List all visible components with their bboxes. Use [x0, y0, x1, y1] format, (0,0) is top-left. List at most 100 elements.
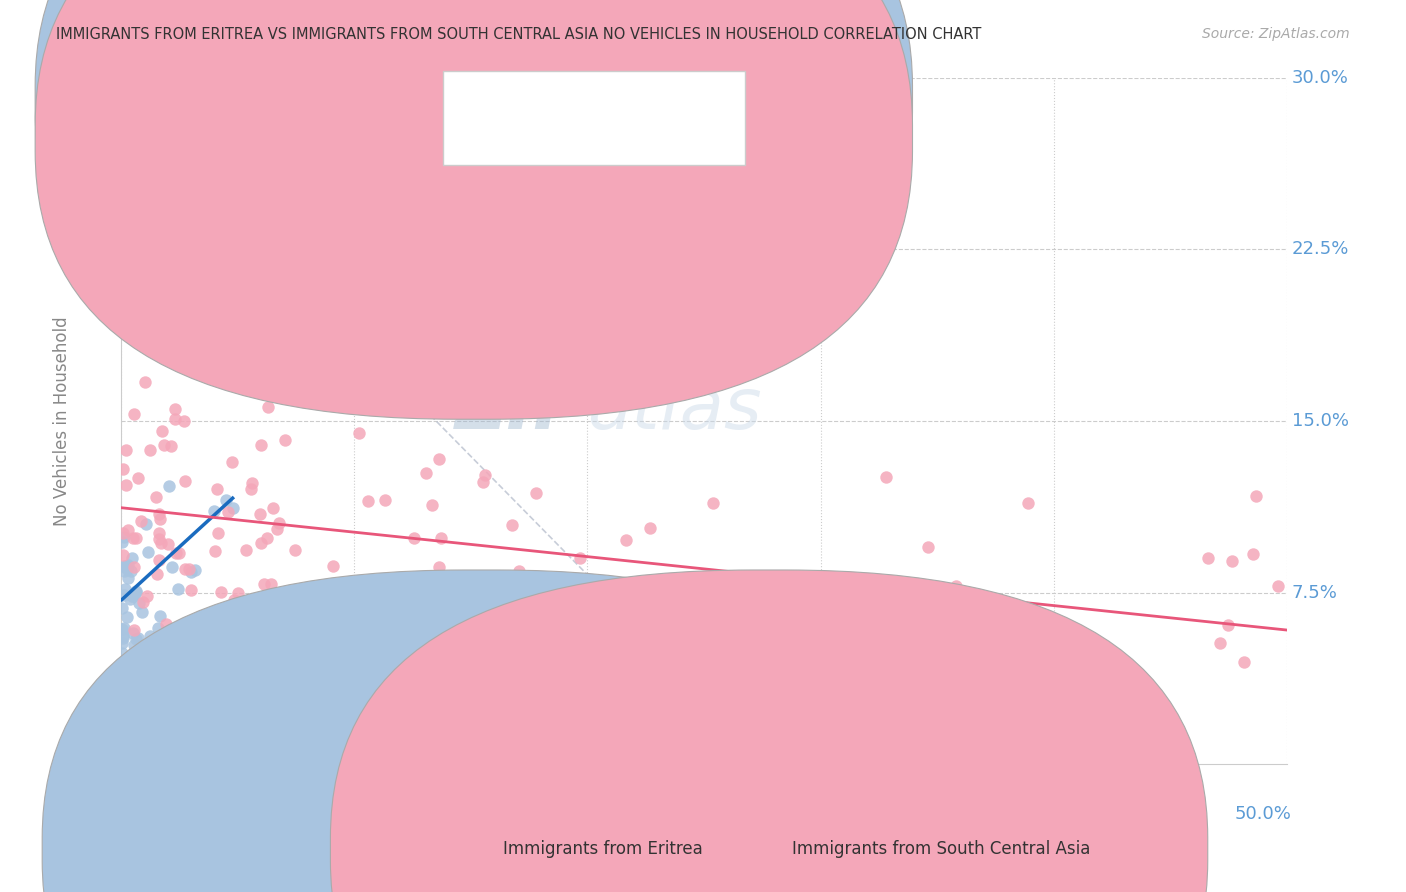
Point: [209, 585, 232, 599]
Text: 7.5%: 7.5%: [1292, 583, 1337, 601]
Point: [420, 498, 443, 512]
Point: [148, 553, 170, 567]
Point: [742, 624, 765, 639]
Point: [1233, 655, 1256, 669]
Point: [170, 675, 193, 690]
Point: [112, 564, 135, 578]
Point: [165, 402, 187, 417]
Point: [117, 571, 139, 585]
Point: [240, 476, 263, 491]
FancyBboxPatch shape: [35, 0, 912, 380]
Point: [214, 493, 236, 508]
Point: [111, 646, 134, 660]
Point: [569, 551, 592, 566]
Point: [159, 439, 181, 453]
Point: [524, 485, 547, 500]
Point: [250, 536, 273, 550]
Point: [1241, 547, 1264, 561]
Text: 133: 133: [654, 129, 692, 147]
Point: [124, 584, 146, 599]
Point: [167, 277, 190, 291]
Point: [114, 582, 136, 596]
Point: [115, 477, 138, 491]
Point: [124, 531, 146, 545]
Point: [124, 585, 146, 599]
Point: [115, 443, 138, 458]
Point: [1197, 551, 1219, 566]
Point: [155, 616, 177, 631]
Point: [115, 562, 138, 576]
Point: [148, 532, 170, 546]
Point: [1139, 735, 1161, 749]
Point: [139, 629, 162, 643]
Point: [266, 521, 288, 535]
Point: [127, 470, 149, 484]
FancyBboxPatch shape: [42, 570, 920, 892]
Point: [1244, 489, 1267, 503]
Point: [122, 623, 145, 637]
Point: [430, 531, 453, 545]
Point: [811, 710, 834, 724]
Point: [112, 558, 135, 573]
Point: [204, 544, 226, 558]
Point: [274, 589, 297, 603]
Point: [148, 507, 170, 521]
Point: [215, 630, 238, 644]
Point: [157, 479, 180, 493]
Point: [702, 496, 724, 510]
Point: [609, 391, 631, 405]
Point: [149, 512, 172, 526]
Point: [121, 551, 143, 566]
Point: [111, 549, 134, 563]
Point: [131, 514, 153, 528]
Point: [1216, 618, 1239, 632]
Point: [249, 507, 271, 521]
Text: 15.0%: 15.0%: [1292, 412, 1348, 430]
Text: N =: N =: [609, 89, 648, 107]
Point: [945, 579, 967, 593]
Point: [177, 562, 200, 576]
Point: [226, 586, 249, 600]
Point: [250, 633, 273, 648]
Point: [260, 577, 283, 591]
Point: [357, 494, 380, 508]
Point: [115, 678, 138, 692]
Point: [148, 525, 170, 540]
Point: [180, 565, 202, 579]
Point: [112, 530, 135, 544]
Point: [115, 609, 138, 624]
Point: [253, 577, 276, 591]
Point: [508, 564, 530, 578]
Point: [127, 631, 149, 645]
Point: [433, 580, 456, 594]
Text: ZIP: ZIP: [456, 375, 588, 444]
Point: [160, 560, 183, 574]
Text: R =: R =: [499, 89, 538, 107]
Point: [638, 521, 661, 535]
Point: [240, 482, 263, 496]
Point: [115, 663, 138, 677]
Text: Source: ZipAtlas.com: Source: ZipAtlas.com: [1202, 27, 1350, 41]
Text: 30.0%: 30.0%: [1292, 69, 1348, 87]
Point: [167, 546, 190, 560]
Point: [112, 588, 135, 602]
Text: 50.0%: 50.0%: [1234, 805, 1292, 823]
Point: [186, 104, 208, 119]
Point: [125, 632, 148, 646]
Point: [917, 540, 939, 554]
Point: [167, 582, 190, 596]
Point: [159, 139, 181, 153]
Point: [212, 322, 235, 336]
Text: No Vehicles in Household: No Vehicles in Household: [53, 316, 72, 525]
Point: [614, 533, 637, 547]
Point: [111, 632, 134, 646]
Point: [291, 637, 314, 651]
Point: [112, 703, 135, 717]
Point: [149, 608, 172, 623]
Point: [361, 389, 384, 403]
Text: 59: 59: [654, 89, 679, 107]
Point: [136, 589, 159, 603]
Point: [703, 615, 725, 630]
Point: [496, 585, 519, 599]
Point: [311, 578, 333, 592]
